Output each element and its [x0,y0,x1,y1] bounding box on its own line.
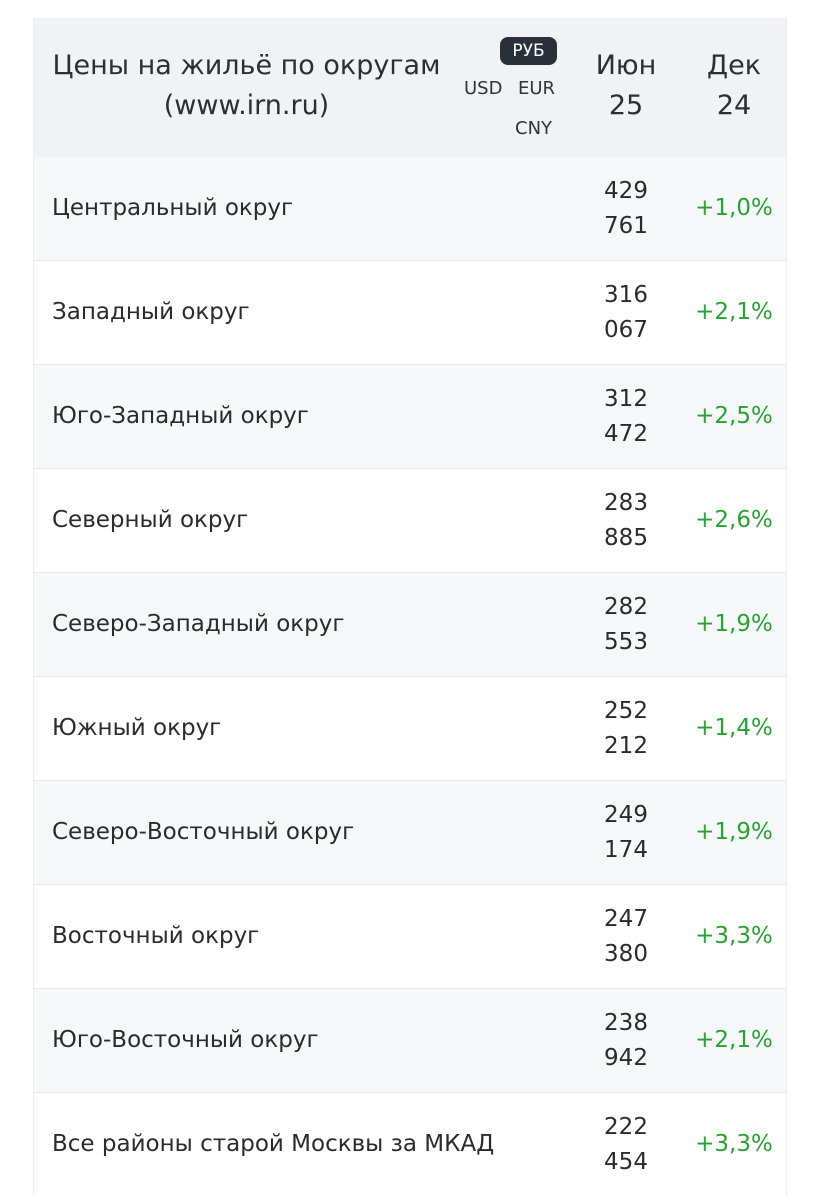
table-row[interactable]: Южный округ 252 212 +1,4% [34,676,786,780]
currency-usd-button[interactable]: USD [464,78,503,99]
district-name[interactable]: Северо-Западный округ [52,611,345,637]
currency-eur-button[interactable]: EUR [518,78,556,99]
column-header-previous[interactable]: Дек 24 [694,46,774,126]
district-price: 249 174 [582,798,670,868]
table-body: Центральный округ 429 761 +1,0% Западный окр… [34,157,786,1196]
price-line-2: 212 [604,733,648,759]
table-title: Цены на жильё по округам (www.irn.ru) [34,46,459,126]
table-row[interactable]: Западный округ 316 067 +2,1% [34,260,786,364]
price-line-1: 249 [604,802,648,828]
district-name[interactable]: Юго-Восточный округ [52,1027,319,1053]
district-name[interactable]: Юго-Западный округ [52,403,309,429]
table-row[interactable]: Все районы старой Москвы за МКАД 222 454 +3… [34,1092,786,1196]
price-line-2: 067 [604,317,648,343]
title-line-1: Цены на жильё по округам [52,50,441,81]
title-line-2: (www.irn.ru) [163,90,330,121]
district-name[interactable]: Все районы старой Москвы за МКАД [52,1131,495,1157]
price-line-1: 238 [604,1010,648,1036]
district-change: +1,9% [695,819,773,845]
table-row[interactable]: Северо-Западный округ 282 553 +1,9% [34,572,786,676]
column-current-year: 25 [608,90,644,121]
table-row[interactable]: Юго-Восточный округ 238 942 +2,1% [34,988,786,1092]
district-change: +3,3% [695,1131,773,1157]
district-change: +2,5% [695,403,773,429]
price-line-2: 380 [604,941,648,967]
table-row[interactable]: Восточный округ 247 380 +3,3% [34,884,786,988]
district-name[interactable]: Западный округ [52,299,250,325]
district-price: 222 454 [582,1110,670,1180]
district-price: 247 380 [582,902,670,972]
price-line-2: 454 [604,1149,648,1175]
table-row[interactable]: Юго-Западный округ 312 472 +2,5% [34,364,786,468]
district-name[interactable]: Восточный округ [52,923,260,949]
price-line-1: 252 [604,698,648,724]
district-change: +2,1% [695,299,773,325]
district-price: 316 067 [582,278,670,348]
district-price: 429 761 [582,174,670,244]
column-current-month: Июн [595,50,657,81]
district-change: +1,9% [695,611,773,637]
price-line-1: 316 [604,282,648,308]
district-price: 283 885 [582,486,670,556]
prices-table: Цены на жильё по округам (www.irn.ru) РУ… [33,18,787,1196]
district-change: +2,1% [695,1027,773,1053]
price-line-2: 885 [604,525,648,551]
column-header-current: Июн 25 [586,46,666,126]
table-header: Цены на жильё по округам (www.irn.ru) РУ… [34,18,786,157]
district-name[interactable]: Северный округ [52,507,249,533]
district-price: 282 553 [582,590,670,660]
price-line-2: 942 [604,1045,648,1071]
district-change: +2,6% [695,507,773,533]
price-line-1: 283 [604,490,648,516]
table-row[interactable]: Северный округ 283 885 +2,6% [34,468,786,572]
price-line-1: 282 [604,594,648,620]
district-change: +1,4% [695,715,773,741]
table-row[interactable]: Северо-Восточный округ 249 174 +1,9% [34,780,786,884]
price-line-2: 553 [604,629,648,655]
district-name[interactable]: Южный округ [52,715,222,741]
table-row[interactable]: Центральный округ 429 761 +1,0% [34,157,786,260]
price-line-1: 247 [604,906,648,932]
price-line-1: 222 [604,1114,648,1140]
district-change: +1,0% [695,195,773,221]
price-line-2: 472 [604,421,648,447]
district-price: 252 212 [582,694,670,764]
price-line-2: 761 [604,213,648,239]
district-price: 312 472 [582,382,670,452]
district-change: +3,3% [695,923,773,949]
column-previous-month: Дек [706,50,761,81]
currency-cny-button[interactable]: CNY [515,118,553,139]
price-line-1: 312 [604,386,648,412]
price-line-2: 174 [604,837,648,863]
district-price: 238 942 [582,1006,670,1076]
district-name[interactable]: Северо-Восточный округ [52,819,355,845]
district-name[interactable]: Центральный округ [52,195,294,221]
price-line-1: 429 [604,178,648,204]
currency-rub-button[interactable]: РУБ [500,37,557,65]
column-previous-year: 24 [716,90,752,121]
